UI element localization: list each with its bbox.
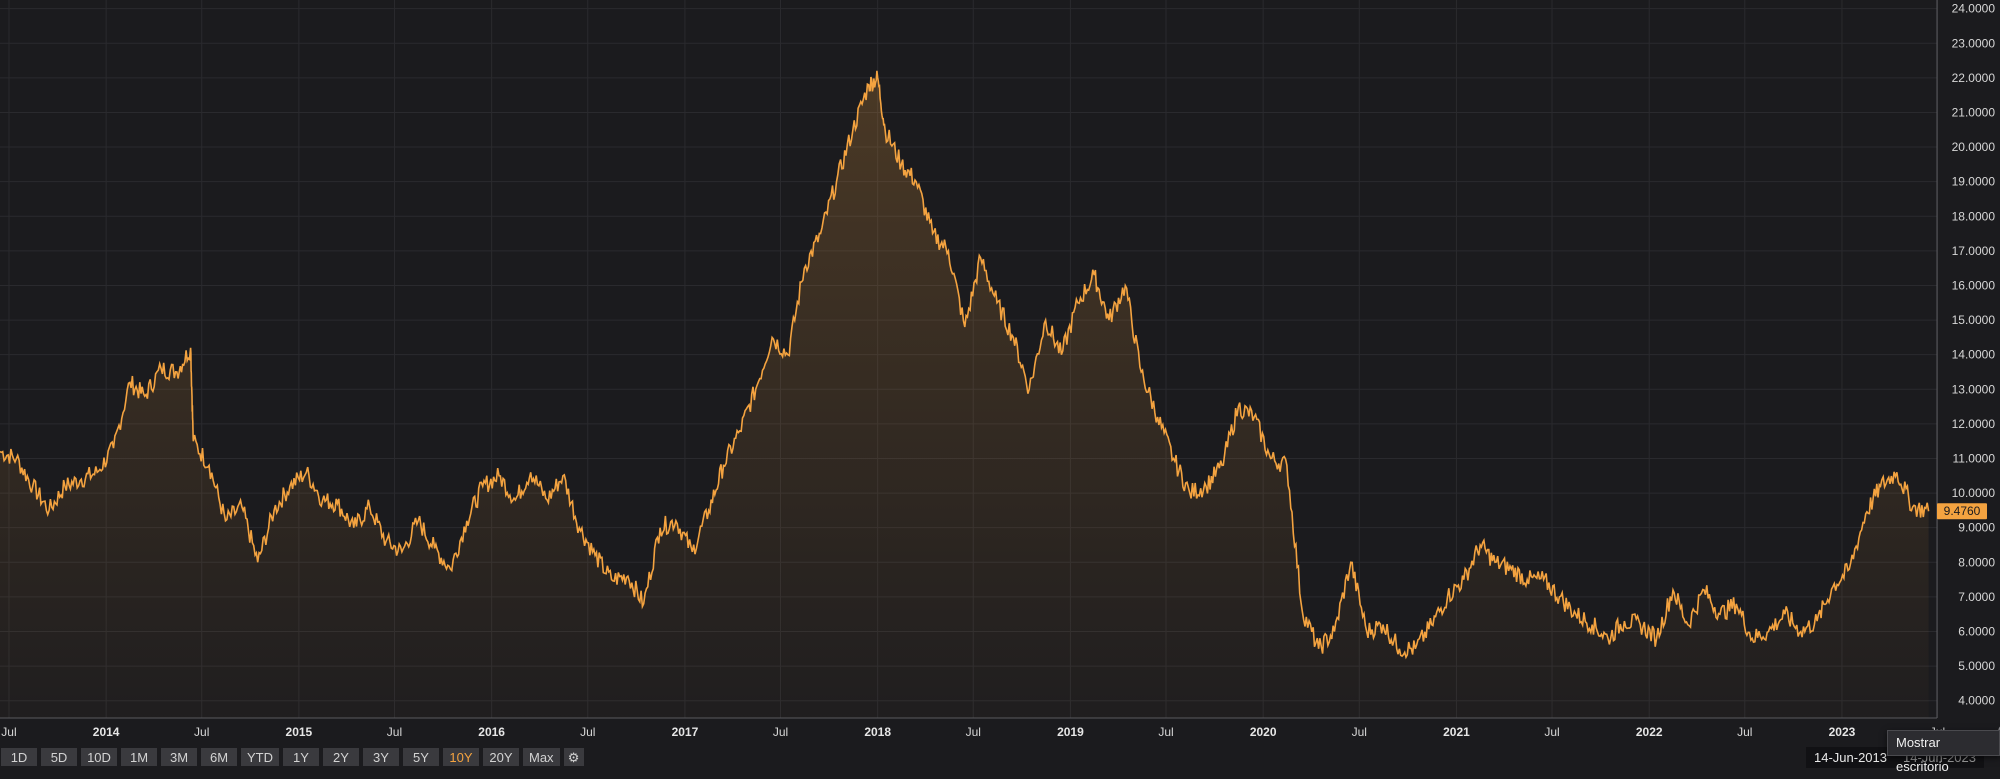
y-tick-label: 9.0000: [1958, 521, 1995, 535]
y-tick-label: 12.0000: [1952, 417, 1996, 431]
y-tick-label: 6.0000: [1958, 624, 1995, 638]
x-tick-label: 2017: [672, 725, 699, 739]
y-tick-label: 14.0000: [1952, 348, 1996, 362]
x-tick-label: Jul: [1352, 725, 1367, 739]
gear-icon[interactable]: ⚙: [562, 747, 585, 767]
last-value-label: 9.4760: [1944, 504, 1981, 518]
range-button-1d[interactable]: 1D: [0, 747, 38, 767]
x-tick-label: Jul: [1158, 725, 1173, 739]
y-axis-ticks: 4.0000 5.0000 6.0000 7.0000 8.0000 9.0000 10.0…: [1952, 2, 1996, 708]
range-button-5d[interactable]: 5D: [40, 747, 78, 767]
range-button-10y[interactable]: 10Y: [442, 747, 480, 767]
range-button-5y[interactable]: 5Y: [402, 747, 440, 767]
x-tick-label: Jul: [966, 725, 981, 739]
series-line: [0, 70, 1930, 660]
range-button-2y[interactable]: 2Y: [322, 747, 360, 767]
x-tick-label: 2023: [1829, 725, 1856, 739]
y-tick-label: 15.0000: [1952, 313, 1996, 327]
y-tick-label: 24.0000: [1952, 2, 1996, 16]
price-chart[interactable]: 4.0000 5.0000 6.0000 7.0000 8.0000 9.0000 10.0…: [0, 0, 2000, 745]
y-tick-label: 16.0000: [1952, 278, 1996, 292]
x-tick-label: 2015: [286, 725, 313, 739]
y-tick-label: 5.0000: [1958, 659, 1995, 673]
y-tick-label: 8.0000: [1958, 555, 1995, 569]
range-selector: 1D 5D 10D 1M 3M 6M YTD 1Y 2Y 3Y 5Y 10Y 20Y Max ⚙: [0, 747, 585, 769]
x-tick-label: 2019: [1057, 725, 1084, 739]
x-tick-label: 2018: [864, 725, 891, 739]
y-tick-label: 18.0000: [1952, 209, 1996, 223]
y-tick-label: 11.0000: [1953, 451, 1996, 465]
range-button-3y[interactable]: 3Y: [362, 747, 400, 767]
y-tick-label: 22.0000: [1952, 71, 1996, 85]
range-button-10d[interactable]: 10D: [80, 747, 118, 767]
x-tick-label: 2021: [1443, 725, 1470, 739]
y-tick-label: 7.0000: [1958, 590, 1995, 604]
date-range-start[interactable]: 14-Jun-2013: [1806, 747, 1895, 768]
last-value-badge: 9.4760: [1937, 503, 1987, 520]
range-button-max[interactable]: Max: [522, 747, 561, 767]
range-button-3m[interactable]: 3M: [160, 747, 198, 767]
x-axis-ticks: Jul 2014 Jul 2015 Jul 2016 Jul 2017 Jul 2018 Jul 20…: [1, 725, 1945, 739]
y-tick-label: 20.0000: [1952, 140, 1996, 154]
series-area: [0, 70, 1929, 719]
y-tick-label: 17.0000: [1952, 244, 1996, 258]
x-tick-label: Jul: [1544, 725, 1559, 739]
range-button-ytd[interactable]: YTD: [240, 747, 280, 767]
x-tick-label: Jul: [1, 725, 16, 739]
x-tick-label: Jul: [194, 725, 209, 739]
y-tick-label: 10.0000: [1952, 486, 1996, 500]
x-tick-label: 2014: [93, 725, 120, 739]
x-tick-label: 2016: [478, 725, 505, 739]
x-tick-label: Jul: [387, 725, 402, 739]
y-tick-label: 19.0000: [1952, 175, 1996, 189]
x-tick-label: Jul: [773, 725, 788, 739]
x-tick-label: Jul: [1737, 725, 1752, 739]
x-tick-label: Jul: [580, 725, 595, 739]
range-button-1m[interactable]: 1M: [120, 747, 158, 767]
range-button-1y[interactable]: 1Y: [282, 747, 320, 767]
y-tick-label: 23.0000: [1952, 36, 1996, 50]
x-tick-label: 2022: [1636, 725, 1663, 739]
x-tick-label: 2020: [1250, 725, 1277, 739]
y-tick-label: 4.0000: [1958, 694, 1995, 708]
range-button-20y[interactable]: 20Y: [482, 747, 520, 767]
y-tick-label: 13.0000: [1952, 382, 1996, 396]
range-button-6m[interactable]: 6M: [200, 747, 238, 767]
y-tick-label: 21.0000: [1952, 105, 1996, 119]
tooltip: Mostrar escritorio: [1887, 730, 2000, 774]
